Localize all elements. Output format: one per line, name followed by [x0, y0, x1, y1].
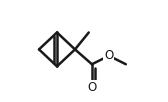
Text: O: O — [104, 49, 114, 62]
Text: O: O — [87, 81, 97, 94]
